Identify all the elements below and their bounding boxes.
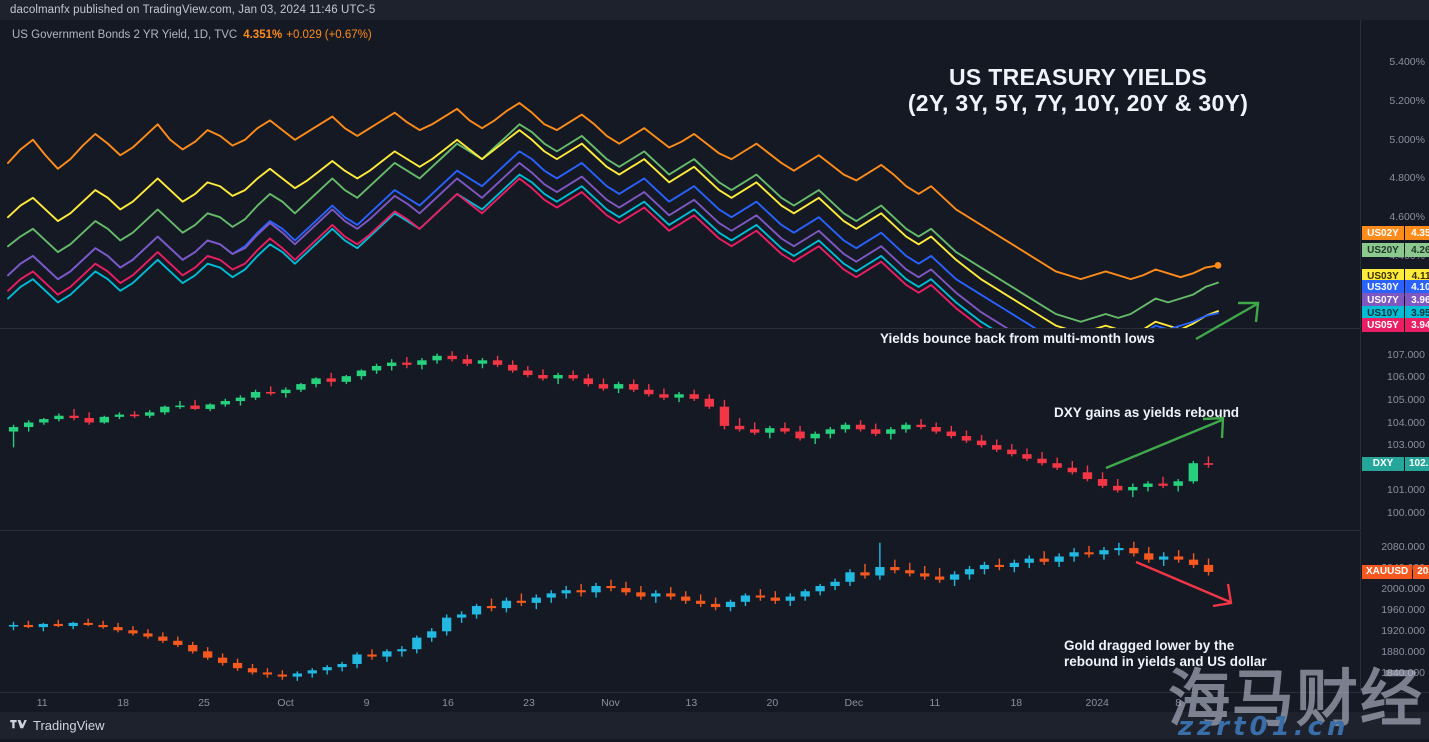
axis-tick-label: 101.000 — [1387, 484, 1425, 497]
axis-tick-label: 103.000 — [1387, 439, 1425, 452]
price-tag-symbol: US05Y — [1362, 318, 1404, 332]
price-tag-separator — [1404, 456, 1405, 471]
price-tag-separator — [1404, 306, 1405, 320]
yields-line-chart — [7, 102, 1222, 328]
pane-yields[interactable] — [0, 20, 1360, 328]
annotation-gold: Gold dragged lower by the rebound in yie… — [1064, 638, 1267, 669]
time-axis-label: 18 — [1010, 697, 1023, 709]
time-axis-label: 8 — [1175, 697, 1182, 709]
tradingview-brand-name: TradingView — [33, 718, 105, 733]
legend-symbol: US Government Bonds 2 YR Yield, 1D, TVC — [12, 29, 238, 41]
price-tag-symbol: DXY — [1362, 456, 1404, 471]
price-axis-dxy[interactable]: 107.000 106.000 105.000 104.000 103.000 101.0… — [1360, 329, 1429, 530]
page-title: US TREASURY YIELDS (2Y, 3Y, 5Y, 7Y, 10Y,… — [888, 64, 1268, 116]
axis-tick-label: 1840.000 — [1381, 667, 1425, 680]
axis-tick-label: 1960.000 — [1381, 604, 1425, 617]
gold-candlestick-chart — [8, 541, 1214, 681]
price-tag-value: 3.962% — [1405, 293, 1429, 307]
price-tag-symbol: US30Y — [1362, 280, 1404, 294]
price-tag-xauusd[interactable]: XAUUSD2032.725 — [1362, 564, 1429, 579]
price-tag-symbol: US02Y — [1362, 226, 1404, 240]
price-tag-separator — [1404, 269, 1405, 283]
price-tag-separator — [1404, 243, 1405, 257]
price-tag-separator — [1412, 564, 1414, 579]
axis-tick-label: 2080.000 — [1381, 541, 1425, 553]
axis-tick-label: 104.000 — [1387, 416, 1425, 429]
axis-tick-label: 1880.000 — [1381, 646, 1425, 659]
price-tag-value: 102.181 — [1405, 456, 1429, 471]
axis-tick-label: 2000.000 — [1381, 583, 1425, 596]
watermark-url: zzrt01.cn — [1178, 712, 1350, 742]
time-axis-label: 11 — [36, 697, 48, 709]
axis-tick-label: 5.400% — [1389, 56, 1425, 69]
pane-dxy[interactable] — [0, 329, 1360, 530]
price-tag-symbol: US07Y — [1362, 293, 1404, 307]
axis-tick-label: 4.600% — [1389, 211, 1425, 224]
time-axis-label: 23 — [523, 697, 535, 709]
attribution-bar: dacolmanfx published on TradingView.com,… — [0, 0, 1429, 20]
dxy-candlestick-chart — [8, 351, 1214, 498]
price-tag-separator — [1404, 293, 1405, 307]
price-tag-value: 3.956% — [1405, 306, 1429, 320]
axis-tick-label: 106.000 — [1387, 371, 1425, 384]
chart-frame: 5.400%5.200%5.000%4.800%4.600%4.400%4.20… — [0, 20, 1429, 712]
title-line-1: US TREASURY YIELDS — [948, 64, 1208, 90]
annotation-yields: Yields bounce back from multi-month lows — [880, 331, 1155, 346]
chart-legend[interactable]: US Government Bonds 2 YR Yield, 1D, TVC 4… — [12, 29, 372, 41]
time-axis-label: 18 — [117, 697, 129, 709]
axis-tick-label: 1920.000 — [1381, 625, 1425, 638]
axis-tick-label: 100.000 — [1387, 506, 1425, 519]
axis-tick-label: 107.000 — [1387, 348, 1425, 361]
legend-last-price: 4.351% — [243, 29, 283, 41]
time-axis-label: Nov — [601, 697, 620, 709]
axis-tick-label: 105.000 — [1387, 393, 1425, 406]
time-axis-label: 25 — [198, 697, 210, 709]
title-line-2: (2Y, 3Y, 5Y, 7Y, 10Y, 20Y & 30Y) — [907, 90, 1249, 116]
pane-divider-1 — [0, 328, 1360, 329]
time-axis-label: 16 — [442, 697, 454, 709]
legend-change-percent: (+0.67%) — [324, 29, 372, 41]
annotation-dxy: DXY gains as yields rebound — [1054, 405, 1240, 420]
price-tag-symbol: US03Y — [1362, 269, 1404, 283]
price-axis-gold[interactable]: 2080.0002040.0002000.0001960.0001920.000… — [1360, 531, 1429, 692]
time-axis-label: Oct — [277, 697, 294, 709]
pane-divider-2 — [0, 530, 1360, 531]
price-tag-value: 4.115% — [1405, 269, 1429, 283]
price-tag-separator — [1404, 226, 1405, 240]
price-tag-separator — [1404, 280, 1405, 294]
time-axis-label: 13 — [685, 697, 698, 709]
axis-tick-label: 5.000% — [1389, 133, 1425, 146]
axis-tick-label: 4.800% — [1389, 172, 1425, 185]
price-tag-value: 4.351% — [1405, 226, 1429, 240]
tradingview-logo-icon — [10, 719, 27, 732]
price-tag-value: 2032.725 — [1413, 564, 1429, 579]
time-axis-label: 20 — [766, 697, 779, 709]
axis-tick-label: 5.200% — [1389, 95, 1425, 108]
time-axis-label: 9 — [363, 697, 370, 709]
price-tag-value: 3.940% — [1405, 318, 1429, 332]
time-axis[interactable]: 11 18 25 Oct 9 16 23 Nov 13 20 Dec 11 18 2024 8 — [0, 692, 1429, 712]
price-tag-symbol: XAUUSD — [1362, 564, 1413, 579]
price-tag-value: 4.105% — [1405, 280, 1429, 294]
legend-change: +0.029 — [286, 29, 322, 41]
pane-gold[interactable] — [0, 531, 1360, 692]
time-axis-label: Dec — [844, 697, 864, 709]
time-axis-label: 11 — [929, 697, 941, 709]
price-tag-separator — [1404, 318, 1405, 332]
price-tag-symbol: US10Y — [1362, 306, 1404, 320]
price-tag-value: 4.262% — [1405, 243, 1429, 257]
brand-bar: TradingView — [0, 712, 1429, 739]
time-axis-label: 2024 — [1085, 697, 1109, 709]
price-tag-symbol: US20Y — [1362, 243, 1404, 257]
